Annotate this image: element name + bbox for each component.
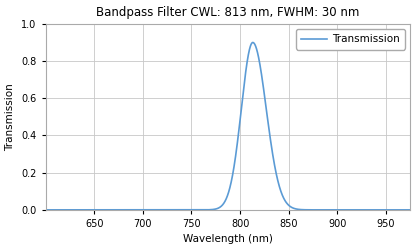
Transmission xyxy=(183,208,188,211)
Transmission xyxy=(84,208,89,211)
Transmission xyxy=(199,208,204,211)
Transmission xyxy=(106,208,111,211)
Legend: Transmission: Transmission xyxy=(296,29,405,50)
Transmission xyxy=(43,208,48,211)
Transmission xyxy=(408,208,413,211)
Transmission xyxy=(250,41,255,44)
Transmission xyxy=(401,208,406,211)
Transmission xyxy=(362,208,366,211)
Y-axis label: Transmission: Transmission xyxy=(5,83,15,151)
X-axis label: Wavelength (nm): Wavelength (nm) xyxy=(183,234,273,244)
Line: Transmission: Transmission xyxy=(45,42,411,210)
Title: Bandpass Filter CWL: 813 nm, FWHM: 30 nm: Bandpass Filter CWL: 813 nm, FWHM: 30 nm xyxy=(96,6,360,18)
